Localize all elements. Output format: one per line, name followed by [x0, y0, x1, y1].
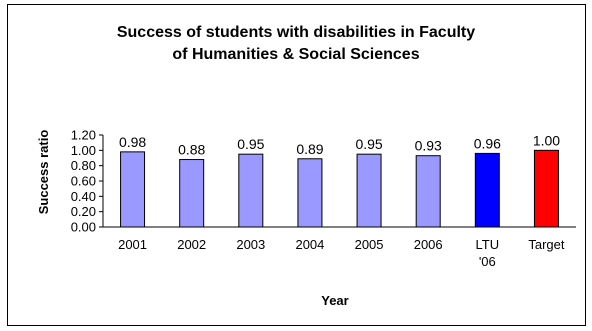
- bar: [297, 158, 323, 228]
- y-tick-label: 0.20: [71, 204, 96, 219]
- x-tick-label: 2002: [177, 237, 206, 252]
- data-label: 0.98: [119, 134, 146, 150]
- y-tick-label: 0.60: [71, 174, 96, 189]
- data-label: 0.95: [237, 136, 264, 152]
- data-label: 0.93: [415, 138, 442, 154]
- x-tick-label: 2004: [295, 237, 324, 252]
- chart-title-line-2: of Humanities & Social Sciences: [172, 46, 420, 63]
- bar: [179, 159, 205, 228]
- data-label: 0.88: [178, 142, 205, 158]
- bar: [415, 155, 441, 228]
- chart-title-line-1: Success of students with disabilities in…: [116, 24, 476, 41]
- y-tick-label: 1.00: [71, 143, 96, 158]
- bar: [356, 153, 382, 228]
- x-tick-label: 2003: [236, 237, 265, 252]
- data-label: 0.89: [296, 141, 323, 157]
- x-tick-label: Target: [528, 237, 565, 252]
- x-axis-label: Year: [321, 293, 348, 308]
- x-tick-label: LTU: [476, 237, 500, 252]
- y-tick-label: 1.20: [71, 128, 96, 143]
- bar: [533, 149, 559, 228]
- data-label: 1.00: [533, 132, 560, 148]
- x-tick-label: 2006: [414, 237, 443, 252]
- y-tick-label: 0.80: [71, 158, 96, 173]
- y-tick-label: 0.00: [71, 220, 96, 235]
- chart-title: Success of students with disabilities in…: [0, 22, 592, 66]
- x-tick-label: 2005: [355, 237, 384, 252]
- bar: [474, 152, 500, 228]
- x-tick-label: 2001: [118, 237, 147, 252]
- bar: [120, 151, 146, 228]
- y-tick-label: 0.40: [71, 189, 96, 204]
- plot-area: 0.000.200.400.600.801.001.20 0.9820010.88…: [71, 128, 576, 269]
- data-label: 0.96: [474, 135, 501, 151]
- data-label: 0.95: [355, 136, 382, 152]
- x-tick-label: '06: [479, 254, 496, 269]
- y-axis-label: Success ratio: [36, 130, 51, 215]
- bar: [238, 153, 264, 228]
